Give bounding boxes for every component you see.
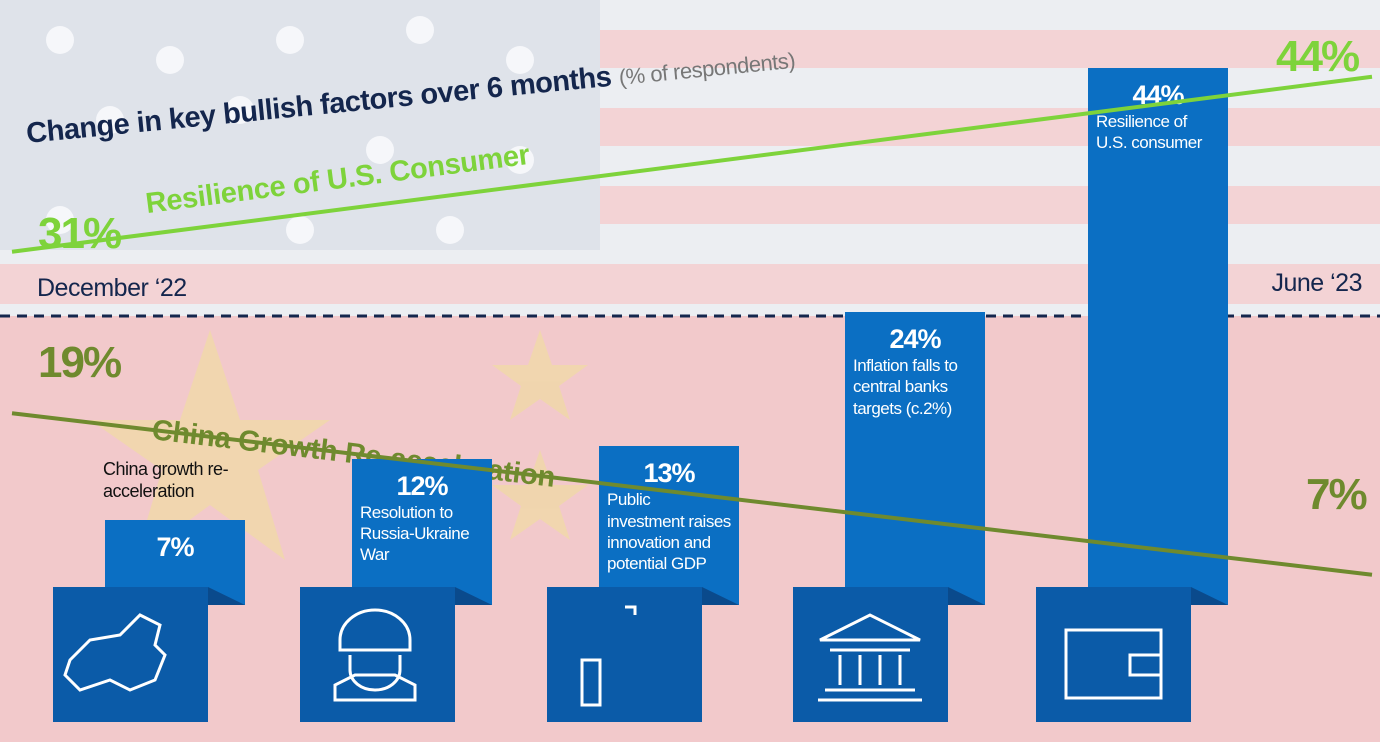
icon <box>63 613 167 692</box>
icon-box <box>53 587 208 722</box>
fold <box>455 587 492 605</box>
line-start-label: 31% <box>38 208 122 258</box>
icon <box>333 608 417 702</box>
fold <box>1191 587 1228 605</box>
bar: 12% Resolution to Russia-Ukraine War <box>352 458 492 605</box>
fold <box>702 587 739 605</box>
icon <box>1064 628 1163 700</box>
category-label: Inflation falls to central banks targets… <box>853 356 958 418</box>
line-start-label: 19% <box>38 338 122 388</box>
bar: 13% Public investment raises innovation a… <box>599 446 739 605</box>
bar-value-label: 12% <box>396 470 448 501</box>
china-stars <box>90 330 588 560</box>
end-date: June ‘23 <box>1271 269 1362 297</box>
bar-value-label: 13% <box>643 458 695 489</box>
line-end-label: 7% <box>1306 469 1368 519</box>
bar-value-label: 7% <box>156 531 194 562</box>
category-label: Public investment raises innovation and … <box>607 490 731 574</box>
icon-box <box>547 587 702 722</box>
trend-line <box>11 411 1373 577</box>
category-label: China growth re-acceleration <box>103 458 229 502</box>
fold <box>948 587 985 605</box>
bar-value-label: 24% <box>889 324 941 355</box>
icon <box>580 605 637 707</box>
flag-stripes <box>0 30 1380 304</box>
bar: 24% Inflation falls to central banks targ… <box>845 312 985 605</box>
fold <box>208 587 245 605</box>
icon <box>818 613 922 702</box>
bar: 44% Resilience of U.S. consumer <box>1088 68 1228 605</box>
category-label: Resilience of U.S. consumer <box>1096 112 1202 153</box>
line-end-label: 44% <box>1276 31 1360 81</box>
category-label: Resolution to Russia-Ukraine War <box>360 502 470 565</box>
trend-line <box>11 74 1373 254</box>
flag-stars <box>46 16 534 244</box>
start-date: December ‘22 <box>37 274 187 302</box>
